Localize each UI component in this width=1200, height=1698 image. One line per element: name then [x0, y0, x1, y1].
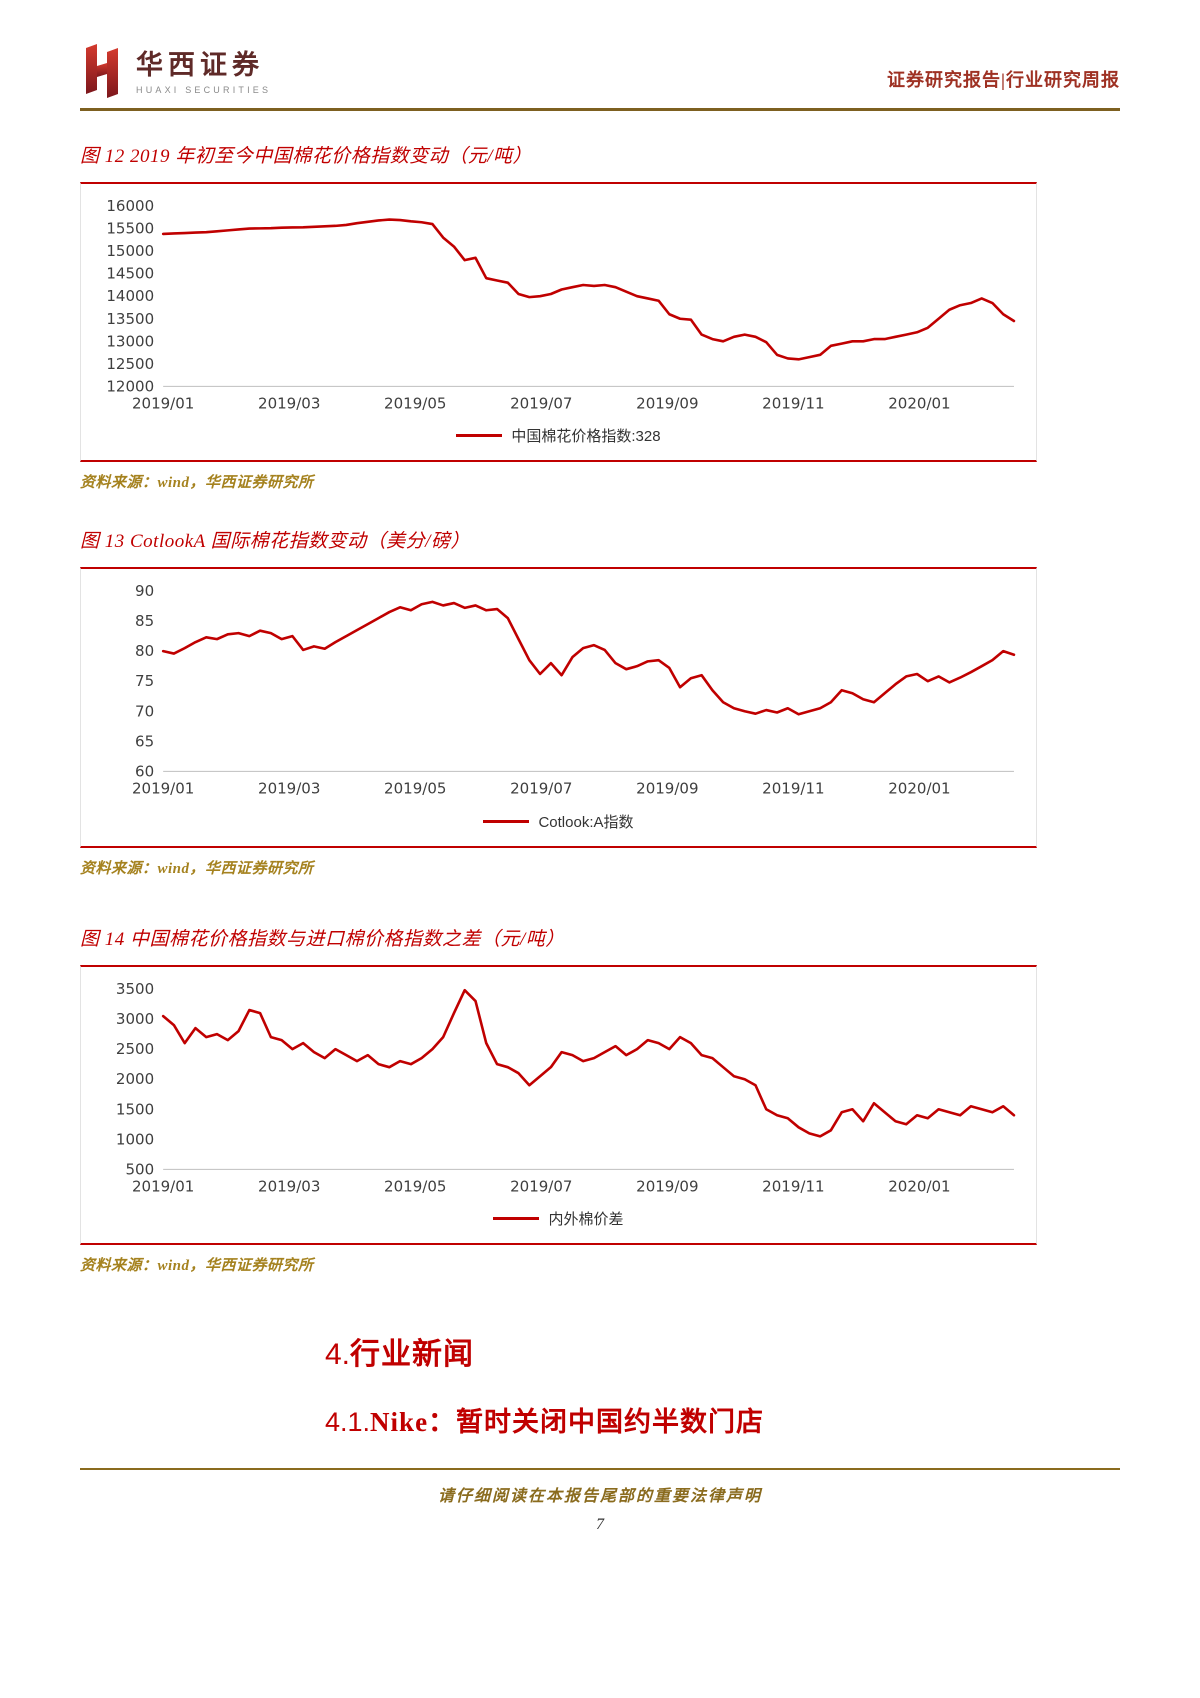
svg-text:15000: 15000: [106, 242, 154, 260]
svg-text:85: 85: [135, 613, 154, 631]
svg-text:13000: 13000: [106, 332, 154, 350]
legend-line-swatch: [456, 434, 503, 438]
legend-label: Cotlook:A指数: [538, 813, 634, 831]
logo-cn-text: 华西证券: [136, 50, 264, 80]
section-title: 行业新闻: [350, 1338, 475, 1372]
section-number: 4.1.: [325, 1407, 371, 1438]
svg-text:2020/01: 2020/01: [888, 394, 950, 412]
svg-text:1500: 1500: [116, 1100, 154, 1118]
header-divider: [80, 108, 1120, 111]
svg-text:60: 60: [135, 763, 154, 781]
svg-text:16000: 16000: [106, 197, 154, 215]
figure-13: 图 13 CotlookA 国际棉花指数变动（美分/磅） 60 65 70 75 80 8…: [80, 526, 1120, 877]
figure-12: 图 12 2019 年初至今中国棉花价格指数变动（元/吨） 12000 12500…: [80, 141, 1120, 492]
svg-text:12500: 12500: [106, 355, 154, 373]
svg-text:1000: 1000: [116, 1130, 154, 1148]
section-heading-4-1: 4.1.Nike：暂时关闭中国约半数门店: [325, 1400, 1120, 1439]
svg-text:2019/07: 2019/07: [510, 780, 572, 798]
svg-text:2019/09: 2019/09: [636, 780, 698, 798]
figure-13-chart-box: 60 65 70 75 80 85 90 2019/01 2019/03 2019/05 2019/…: [80, 567, 1037, 848]
svg-text:2019/09: 2019/09: [636, 394, 698, 412]
svg-text:14500: 14500: [106, 265, 154, 283]
svg-text:2019/01: 2019/01: [132, 780, 194, 798]
figure-14: 图 14 中国棉花价格指数与进口棉价格指数之差（元/吨） 500 1000 1500…: [80, 924, 1120, 1275]
svg-text:2019/11: 2019/11: [762, 780, 824, 798]
huaxi-logo: 华西证券 HUAXI SECURITIES: [80, 40, 271, 98]
legend-label: 内外棉价差: [548, 1211, 624, 1229]
svg-text:3500: 3500: [116, 980, 154, 998]
svg-text:2020/01: 2020/01: [888, 780, 950, 798]
section-number: 4.: [325, 1338, 351, 1372]
svg-text:3000: 3000: [116, 1010, 154, 1028]
figure-12-legend: 中国棉花价格指数:328: [89, 418, 1028, 456]
svg-text:65: 65: [135, 733, 154, 751]
svg-text:15500: 15500: [106, 220, 154, 238]
svg-text:80: 80: [135, 643, 154, 661]
svg-text:2019/01: 2019/01: [132, 1177, 194, 1195]
svg-text:90: 90: [135, 583, 154, 601]
page-number: 7: [596, 1516, 604, 1533]
svg-text:2019/05: 2019/05: [384, 780, 446, 798]
figure-14-chart: 500 1000 1500 2000 2500 3000 3500 2019/01 2019/0…: [116, 980, 1016, 1195]
svg-text:75: 75: [135, 673, 154, 691]
svg-text:2000: 2000: [116, 1070, 154, 1088]
figure-13-title: 图 13 CotlookA 国际棉花指数变动（美分/磅）: [80, 531, 470, 553]
legend-line-swatch: [483, 819, 530, 823]
svg-text:2019/11: 2019/11: [762, 1177, 824, 1195]
svg-text:2019/05: 2019/05: [384, 394, 446, 412]
svg-text:2019/11: 2019/11: [762, 394, 824, 412]
legend-line-swatch: [493, 1217, 540, 1221]
svg-text:2019/05: 2019/05: [384, 1177, 446, 1195]
figure-14-title: 图 14 中国棉花价格指数与进口棉价格指数之差（元/吨）: [80, 928, 565, 950]
figure-13-legend: Cotlook:A指数: [89, 804, 1028, 842]
source-note: 资料来源：wind，华西证券研究所: [80, 860, 314, 877]
svg-text:2019/03: 2019/03: [258, 1177, 320, 1195]
legend-label: 中国棉花价格指数:328: [511, 428, 661, 446]
svg-text:2019/01: 2019/01: [132, 394, 194, 412]
huaxi-logo-icon: [86, 44, 118, 98]
footer-disclaimer: 请仔细阅读在本报告尾部的重要法律声明: [437, 1488, 762, 1505]
footer-divider: [80, 1468, 1120, 1470]
svg-text:12000: 12000: [106, 377, 154, 395]
svg-text:14000: 14000: [106, 287, 154, 305]
svg-text:2019/03: 2019/03: [258, 394, 320, 412]
svg-text:2500: 2500: [116, 1040, 154, 1058]
svg-text:13500: 13500: [106, 310, 154, 328]
svg-text:70: 70: [135, 703, 154, 721]
footer: 请仔细阅读在本报告尾部的重要法律声明 7: [80, 1468, 1120, 1534]
header: 华西证券 HUAXI SECURITIES 证券研究报告|行业研究周报: [80, 0, 1120, 98]
section-title: Nike：暂时关闭中国约半数门店: [370, 1407, 765, 1438]
logo-en-text: HUAXI SECURITIES: [136, 85, 272, 95]
report-type-label: 证券研究报告|行业研究周报: [887, 70, 1120, 90]
source-note: 资料来源：wind，华西证券研究所: [80, 475, 314, 492]
svg-text:2019/07: 2019/07: [510, 394, 572, 412]
svg-text:2019/07: 2019/07: [510, 1177, 572, 1195]
figure-12-chart: 12000 12500 13000 13500 14000 14500 15000 15500…: [106, 197, 1016, 412]
figure-12-title: 图 12 2019 年初至今中国棉花价格指数变动（元/吨）: [80, 146, 533, 167]
svg-text:2020/01: 2020/01: [888, 1177, 950, 1195]
section-heading-4: 4.行业新闻: [325, 1329, 1120, 1373]
figure-12-chart-box: 12000 12500 13000 13500 14000 14500 15000 15500…: [80, 182, 1037, 463]
svg-text:500: 500: [125, 1160, 154, 1178]
figure-13-chart: 60 65 70 75 80 85 90 2019/01 2019/03 2019/05 2019/…: [132, 583, 1016, 798]
source-note: 资料来源：wind，华西证券研究所: [80, 1258, 314, 1275]
figure-14-legend: 内外棉价差: [89, 1201, 1028, 1239]
svg-text:2019/03: 2019/03: [258, 780, 320, 798]
svg-text:2019/09: 2019/09: [636, 1177, 698, 1195]
figure-14-chart-box: 500 1000 1500 2000 2500 3000 3500 2019/01 2019/0…: [80, 964, 1037, 1246]
